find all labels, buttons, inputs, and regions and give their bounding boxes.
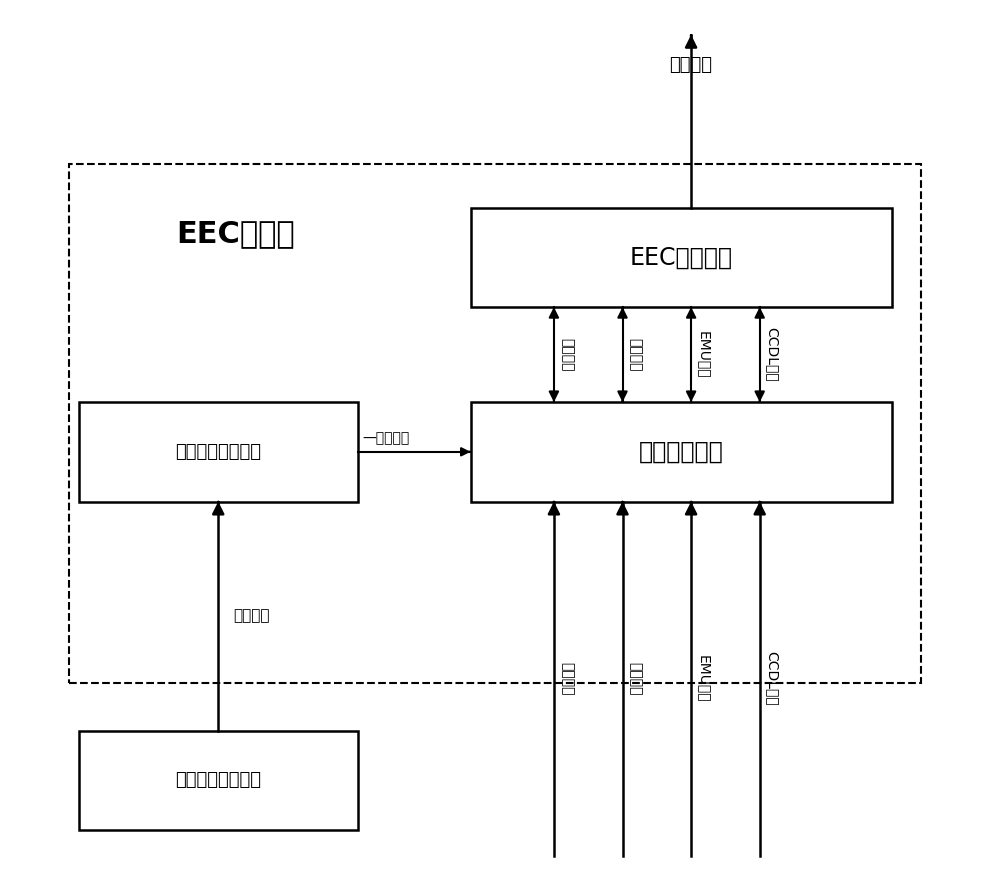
Text: 飞机通信: 飞机通信	[628, 338, 642, 371]
Text: 通道信息配置文件: 通道信息配置文件	[175, 771, 261, 789]
Bar	[79, 730, 358, 830]
Text: 地检通信: 地检通信	[670, 56, 713, 74]
Text: 通道信息: 通道信息	[233, 609, 269, 624]
Text: EEC应用程序: EEC应用程序	[630, 245, 733, 269]
Bar	[471, 402, 892, 502]
Text: CCDL通信: CCDL通信	[765, 327, 779, 382]
Text: 通信信息管理组件: 通信信息管理组件	[175, 443, 261, 460]
Bar	[69, 164, 921, 683]
Text: —通道信息: —通道信息	[363, 431, 410, 445]
Bar	[471, 207, 892, 307]
Text: EMU通信: EMU通信	[697, 655, 711, 702]
Text: 底层驱动程序: 底层驱动程序	[639, 440, 724, 464]
Text: 信号传输: 信号传输	[560, 662, 574, 695]
Text: 飞机通信: 飞机通信	[628, 662, 642, 695]
Text: EMU通信: EMU通信	[697, 331, 711, 378]
Text: 信号传输: 信号传输	[560, 338, 574, 371]
Bar	[79, 402, 358, 502]
Text: EEC主程序: EEC主程序	[177, 219, 295, 248]
Text: CCDL通信: CCDL通信	[765, 651, 779, 706]
